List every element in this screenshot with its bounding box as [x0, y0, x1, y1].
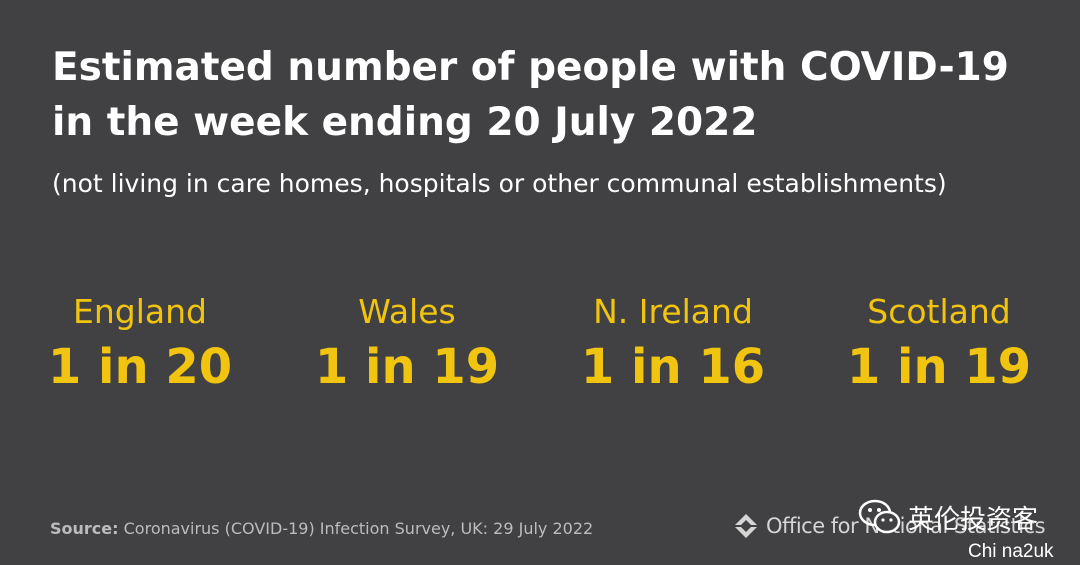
watermark-caption: Chi na2uk — [968, 541, 1054, 562]
source-note: Source: Coronavirus (COVID-19) Infection… — [50, 516, 593, 542]
stat-ratio-value: 1 in 20 — [47, 339, 233, 395]
stat-region-label: England — [73, 292, 207, 331]
stat-ratio-value: 1 in 19 — [846, 339, 1032, 395]
stat-ratio-value: 1 in 19 — [314, 339, 500, 395]
stat-region-label: Scotland — [867, 292, 1011, 331]
stat-england: England 1 in 20 — [20, 290, 260, 400]
source-text: Coronavirus (COVID-19) Infection Survey,… — [123, 519, 594, 538]
region-stats: England 1 in 20 Wales 1 in 19 N. Ireland… — [0, 290, 1080, 410]
stat-ratio-value: 1 in 16 — [580, 339, 766, 395]
page-title: Estimated number of people with COVID-19… — [52, 45, 1009, 145]
ons-logo-icon — [734, 514, 758, 538]
watermark: 英伦投资客 — [858, 498, 1038, 536]
stat-region-label: N. Ireland — [593, 292, 753, 331]
source-label: Source: — [50, 519, 119, 538]
stat-wales: Wales 1 in 19 — [287, 290, 527, 400]
wechat-icon — [858, 499, 901, 534]
stat-region-label: Wales — [358, 292, 456, 331]
ons-logo: Office for National Statistics — [732, 508, 1046, 544]
stat-northern-ireland: N. Ireland 1 in 16 — [553, 290, 793, 400]
page-subtitle: (not living in care homes, hospitals or … — [52, 169, 947, 198]
watermark-text: 英伦投资客 — [908, 504, 1039, 535]
stat-scotland: Scotland 1 in 19 — [819, 290, 1059, 400]
ons-logo-text: Office for National Statistics — [766, 514, 1046, 538]
